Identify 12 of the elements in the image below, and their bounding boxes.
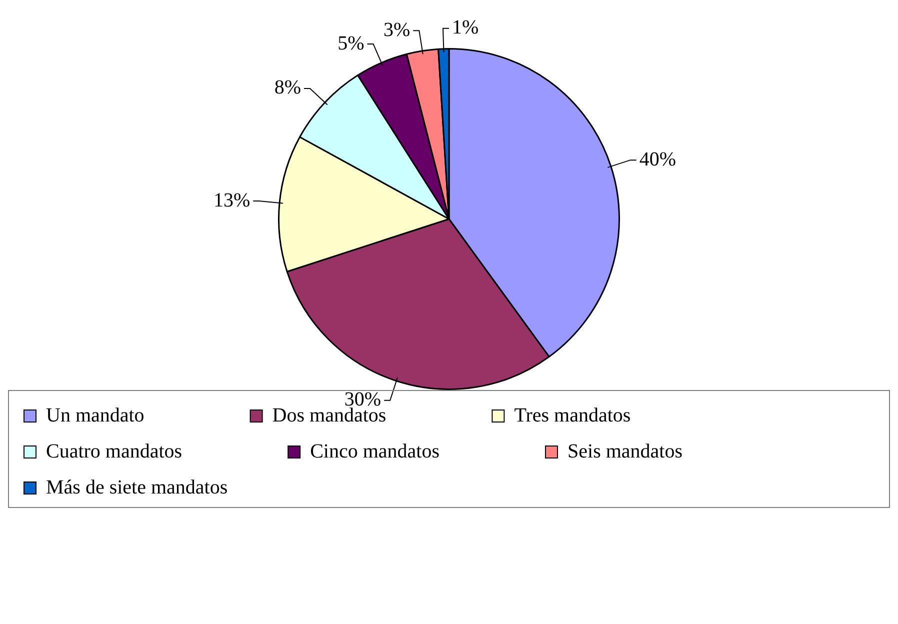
data-label: 13% bbox=[213, 189, 250, 212]
data-label: 1% bbox=[452, 16, 479, 39]
data-label: 8% bbox=[274, 76, 301, 99]
legend-label: Tres mandatos bbox=[514, 404, 721, 426]
legend-label: Cinco mandatos bbox=[310, 440, 530, 462]
legend-label: Más de siete mandatos bbox=[46, 476, 318, 498]
data-label: 5% bbox=[338, 32, 364, 54]
data-label: 40% bbox=[639, 148, 676, 170]
data-label: 3% bbox=[384, 18, 410, 41]
legend-label: Seis mandatos bbox=[568, 440, 773, 462]
legend-label: Cuatro mandatos bbox=[46, 440, 272, 462]
legend-label: Un mandato bbox=[46, 404, 234, 426]
